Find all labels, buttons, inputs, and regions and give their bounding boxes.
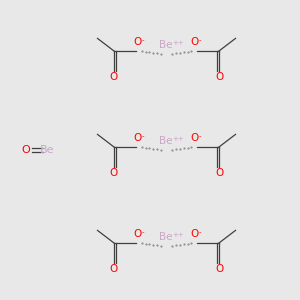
Text: -: - <box>142 229 144 235</box>
Text: Be: Be <box>40 145 55 155</box>
Text: O: O <box>133 38 142 47</box>
Text: ++: ++ <box>172 40 184 46</box>
Text: O: O <box>109 168 117 178</box>
Text: -: - <box>199 133 201 139</box>
Text: -: - <box>142 37 144 43</box>
Text: O: O <box>216 168 224 178</box>
Text: Be: Be <box>159 232 173 242</box>
Text: Be: Be <box>159 136 173 146</box>
Text: -: - <box>199 229 201 235</box>
Text: O: O <box>190 230 199 239</box>
Text: O: O <box>216 264 224 274</box>
Text: O: O <box>133 134 142 143</box>
Text: ++: ++ <box>172 136 184 142</box>
Text: O: O <box>133 230 142 239</box>
Text: O: O <box>109 72 117 82</box>
Text: Be: Be <box>159 40 173 50</box>
Text: O: O <box>190 134 199 143</box>
Text: O: O <box>109 264 117 274</box>
Text: -: - <box>142 133 144 139</box>
Text: O: O <box>21 145 30 155</box>
Text: O: O <box>190 38 199 47</box>
Text: -: - <box>199 37 201 43</box>
Text: ++: ++ <box>172 232 184 238</box>
Text: O: O <box>216 72 224 82</box>
